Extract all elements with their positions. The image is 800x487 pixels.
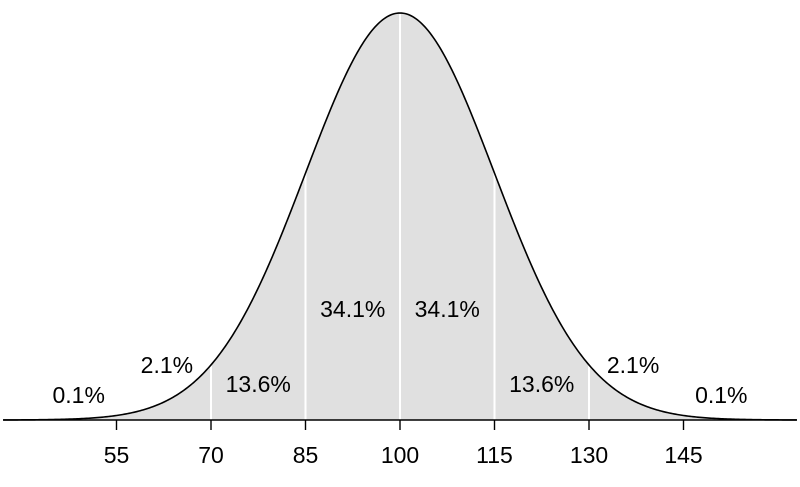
x-tick-label: 145 [664,442,702,468]
x-tick-label: 130 [570,442,608,468]
region-percent-label: 2.1% [607,352,659,378]
region-percent-label: 34.1% [320,296,385,322]
x-tick-label: 70 [198,442,224,468]
x-tick-label: 100 [381,442,419,468]
x-tick-label: 85 [293,442,319,468]
region-percent-label: 0.1% [52,382,104,408]
region-percent-label: 0.1% [695,382,747,408]
region-percent-label: 13.6% [509,371,574,397]
region-percent-label: 34.1% [415,296,480,322]
region-percent-label: 2.1% [141,352,193,378]
x-tick-label: 55 [104,442,130,468]
region-percent-label: 13.6% [226,371,291,397]
density-curve [3,12,797,421]
x-tick-label: 115 [476,442,513,468]
